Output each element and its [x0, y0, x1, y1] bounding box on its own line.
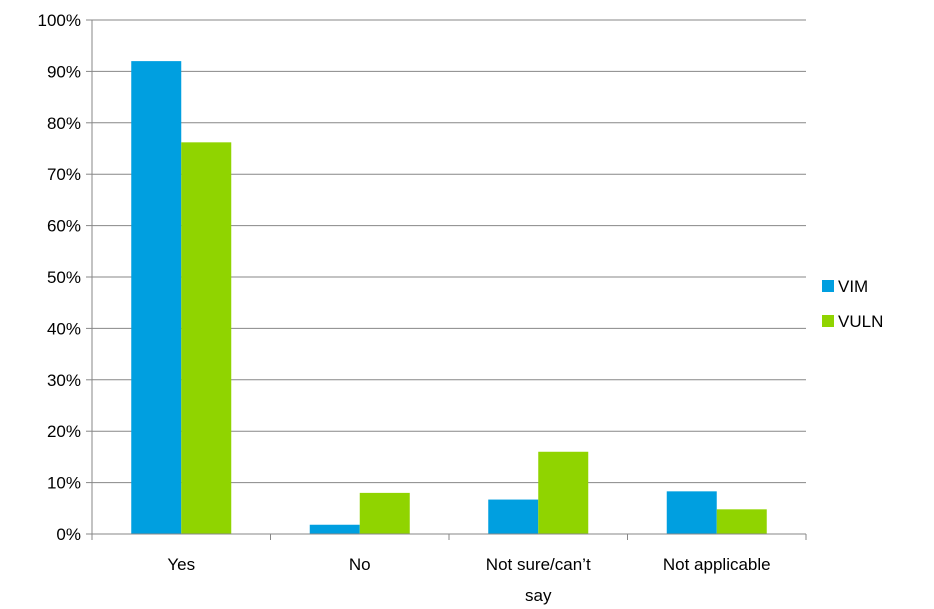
y-tick-label: 90%	[47, 62, 81, 81]
legend-swatch-vuln	[822, 315, 834, 327]
bar-vuln-2	[538, 451, 589, 534]
y-tick-label: 60%	[47, 217, 81, 236]
bar-vim-3	[666, 491, 717, 534]
y-tick-label: 10%	[47, 474, 81, 493]
legend-label-vim: VIM	[838, 277, 868, 296]
y-tick-label: 70%	[47, 165, 81, 184]
y-tick-label: 100%	[38, 11, 81, 30]
bar-vuln-1	[359, 492, 410, 534]
legend-label-vuln: VULN	[838, 312, 883, 331]
legend: VIM VULN	[822, 277, 883, 331]
bar-vim-1	[309, 524, 360, 534]
bar-vuln-0	[181, 142, 232, 534]
y-tick-label: 20%	[47, 422, 81, 441]
y-tick-label: 30%	[47, 371, 81, 390]
bar-vim-2	[488, 499, 539, 534]
x-category-label: Not applicable	[663, 555, 771, 574]
y-tick-label: 40%	[47, 319, 81, 338]
bars	[131, 61, 767, 535]
y-tick-label: 80%	[47, 114, 81, 133]
x-category-label: Not sure/can’t say	[486, 555, 591, 605]
x-axis-labels: Yes No Not sure/can’t say Not applicable	[167, 555, 770, 605]
x-category-label: No	[349, 555, 371, 574]
legend-swatch-vim	[822, 280, 834, 292]
y-tick-label: 0%	[56, 525, 81, 544]
bar-vuln-3	[716, 509, 767, 534]
x-category-label: Yes	[167, 555, 195, 574]
y-axis-ticks: 0% 10% 20% 30% 40% 50% 60% 70% 80% 90% 100%	[38, 11, 92, 544]
y-tick-label: 50%	[47, 268, 81, 287]
bar-vim-0	[131, 61, 182, 535]
